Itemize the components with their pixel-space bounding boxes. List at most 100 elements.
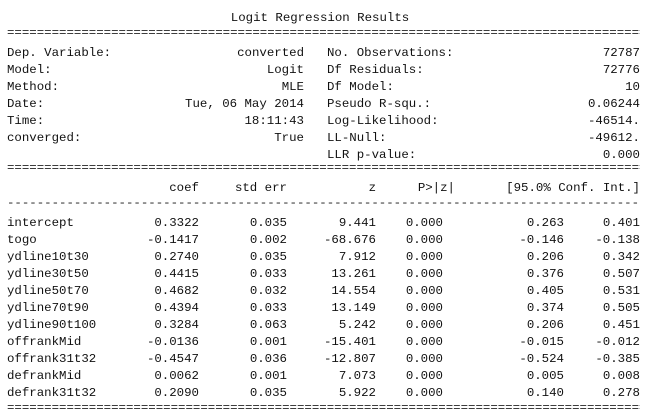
- summary-left-value: Logit: [266, 63, 304, 77]
- table-row: ydline30t50 0.4415 0.033 13.261 0.000 0.376 0.…: [7, 266, 640, 283]
- coef-row-name: offrankMid: [7, 335, 82, 349]
- coef-row-ci-high: 0.278: [602, 386, 640, 400]
- header-single-rule: ----------------------------------------…: [7, 200, 640, 208]
- summary-right-label: Df Residuals:: [327, 63, 424, 77]
- coef-row-ci-high: 0.531: [602, 284, 640, 298]
- top-double-rule: ========================================…: [7, 30, 640, 38]
- summary-right-value: 0.06244: [587, 97, 640, 111]
- coef-row-std-err: 0.002: [249, 233, 287, 247]
- table-row: ydline70t90 0.4394 0.033 13.149 0.000 0.374 0.…: [7, 300, 640, 317]
- summary-left-label: converged:: [7, 131, 82, 145]
- coef-row-z: 5.922: [338, 386, 376, 400]
- coef-row-coef: 0.4682: [154, 284, 199, 298]
- coef-row-z: 9.441: [338, 216, 376, 230]
- coef-row-ci-high: -0.012: [595, 335, 640, 349]
- coef-row-coef: 0.3322: [154, 216, 199, 230]
- coef-row-name: ydline10t30: [7, 250, 89, 264]
- coef-row-ci-low: -0.146: [519, 233, 564, 247]
- coef-row-p-value: 0.000: [405, 369, 443, 383]
- table-row: defrank31t32 0.2090 0.035 5.922 0.000 0.140 0.…: [7, 385, 640, 402]
- coef-row-z: -12.807: [323, 352, 376, 366]
- summary-left-value: 18:11:43: [244, 114, 305, 128]
- coef-row-name: defrank31t32: [7, 386, 97, 400]
- coef-row-p-value: 0.000: [405, 233, 443, 247]
- coef-row-std-err: 0.033: [249, 267, 287, 281]
- coef-header-row: coef std err z P>|z| [95.0% Conf. Int.]: [7, 180, 640, 197]
- summary-left-value: MLE: [281, 80, 304, 94]
- coef-row-p-value: 0.000: [405, 267, 443, 281]
- coef-row-std-err: 0.036: [249, 352, 287, 366]
- summary-right-value: 10: [625, 80, 640, 94]
- table-row: togo -0.1417 0.002 -68.676 0.000 -0.146 -0.138: [7, 232, 640, 249]
- coef-row-name: ydline90t100: [7, 318, 97, 332]
- summary-right-label: LLR p-value:: [327, 148, 417, 162]
- table-row: ydline90t100 0.3284 0.063 5.242 0.000 0.206 0.…: [7, 317, 640, 334]
- coef-row-ci-low: -0.524: [519, 352, 564, 366]
- coef-row-z: -15.401: [323, 335, 376, 349]
- summary-left-label: Dep. Variable:: [7, 46, 112, 60]
- coef-row-ci-high: 0.008: [602, 369, 640, 383]
- coef-row-ci-high: 0.342: [602, 250, 640, 264]
- coef-row-p-value: 0.000: [405, 386, 443, 400]
- coef-row-coef: -0.0136: [146, 335, 199, 349]
- summary-row: converged: True LL-Null: -49612.: [7, 130, 640, 147]
- coef-row-z: 14.554: [331, 284, 376, 298]
- corner-mark: ''': [0, 0, 16, 4]
- summary-row: Dep. Variable: converted No. Observations:…: [7, 45, 640, 62]
- coef-row-coef: 0.4415: [154, 267, 199, 281]
- summary-right-value: 72776: [602, 63, 640, 77]
- coef-row-p-value: 0.000: [405, 250, 443, 264]
- coef-row-ci-high: -0.138: [595, 233, 640, 247]
- summary-right-value: -46514.: [587, 114, 640, 128]
- coef-row-std-err: 0.001: [249, 335, 287, 349]
- summary-left-label: Model:: [7, 63, 52, 77]
- summary-row: Date: Tue, 06 May 2014 Pseudo R-squ.: 0.062…: [7, 96, 640, 113]
- coef-row-std-err: 0.035: [249, 216, 287, 230]
- summary-row: Method: MLE Df Model: 10: [7, 79, 640, 96]
- coef-row-p-value: 0.000: [405, 318, 443, 332]
- coef-row-ci-low: 0.140: [526, 386, 564, 400]
- coef-row-coef: -0.1417: [146, 233, 199, 247]
- summary-row: Time: 18:11:43 Log-Likelihood: -46514.: [7, 113, 640, 130]
- coef-row-std-err: 0.035: [249, 250, 287, 264]
- coef-row-name: offrank31t32: [7, 352, 97, 366]
- coef-row-std-err: 0.035: [249, 386, 287, 400]
- summary-left-value: True: [274, 131, 304, 145]
- header-conf-int: [95.0% Conf. Int.]: [506, 181, 640, 195]
- coef-row-name: ydline50t70: [7, 284, 89, 298]
- coef-row-ci-high: -0.385: [595, 352, 640, 366]
- coef-row-ci-high: 0.507: [602, 267, 640, 281]
- coef-row-name: ydline30t50: [7, 267, 89, 281]
- summary-title: Logit Regression Results: [230, 11, 410, 25]
- coef-row-ci-low: -0.015: [519, 335, 564, 349]
- coef-row-ci-low: 0.405: [526, 284, 564, 298]
- coef-row-coef: 0.2740: [154, 250, 199, 264]
- mid-double-rule: ========================================…: [7, 165, 640, 173]
- coef-row-p-value: 0.000: [405, 335, 443, 349]
- coef-row-ci-low: 0.005: [526, 369, 564, 383]
- coef-row-coef: 0.0062: [154, 369, 199, 383]
- summary-left-label: Time:: [7, 114, 45, 128]
- coef-row-z: 13.149: [331, 301, 376, 315]
- coef-row-coef: 0.2090: [154, 386, 199, 400]
- coef-row-std-err: 0.001: [249, 369, 287, 383]
- summary-right-value: -49612.: [587, 131, 640, 145]
- summary-left-value: converted: [237, 46, 304, 60]
- coef-row-z: -68.676: [323, 233, 376, 247]
- coef-row-p-value: 0.000: [405, 284, 443, 298]
- coef-row-name: intercept: [7, 216, 74, 230]
- table-row: ydline10t30 0.2740 0.035 7.912 0.000 0.206 0.3…: [7, 249, 640, 266]
- coef-row-coef: 0.4394: [154, 301, 199, 315]
- table-row: offrank31t32 -0.4547 0.036 -12.807 0.000 -0.5…: [7, 351, 640, 368]
- coef-row-ci-low: 0.263: [526, 216, 564, 230]
- coef-row-p-value: 0.000: [405, 216, 443, 230]
- coef-row-std-err: 0.032: [249, 284, 287, 298]
- coef-row-ci-low: 0.374: [526, 301, 564, 315]
- header-p-value: P>|z|: [417, 181, 455, 195]
- coef-row-ci-low: 0.206: [526, 250, 564, 264]
- summary-right-label: Pseudo R-squ.:: [327, 97, 432, 111]
- header-std-err: std err: [234, 181, 287, 195]
- coef-row-p-value: 0.000: [405, 352, 443, 366]
- coef-row-z: 7.912: [338, 250, 376, 264]
